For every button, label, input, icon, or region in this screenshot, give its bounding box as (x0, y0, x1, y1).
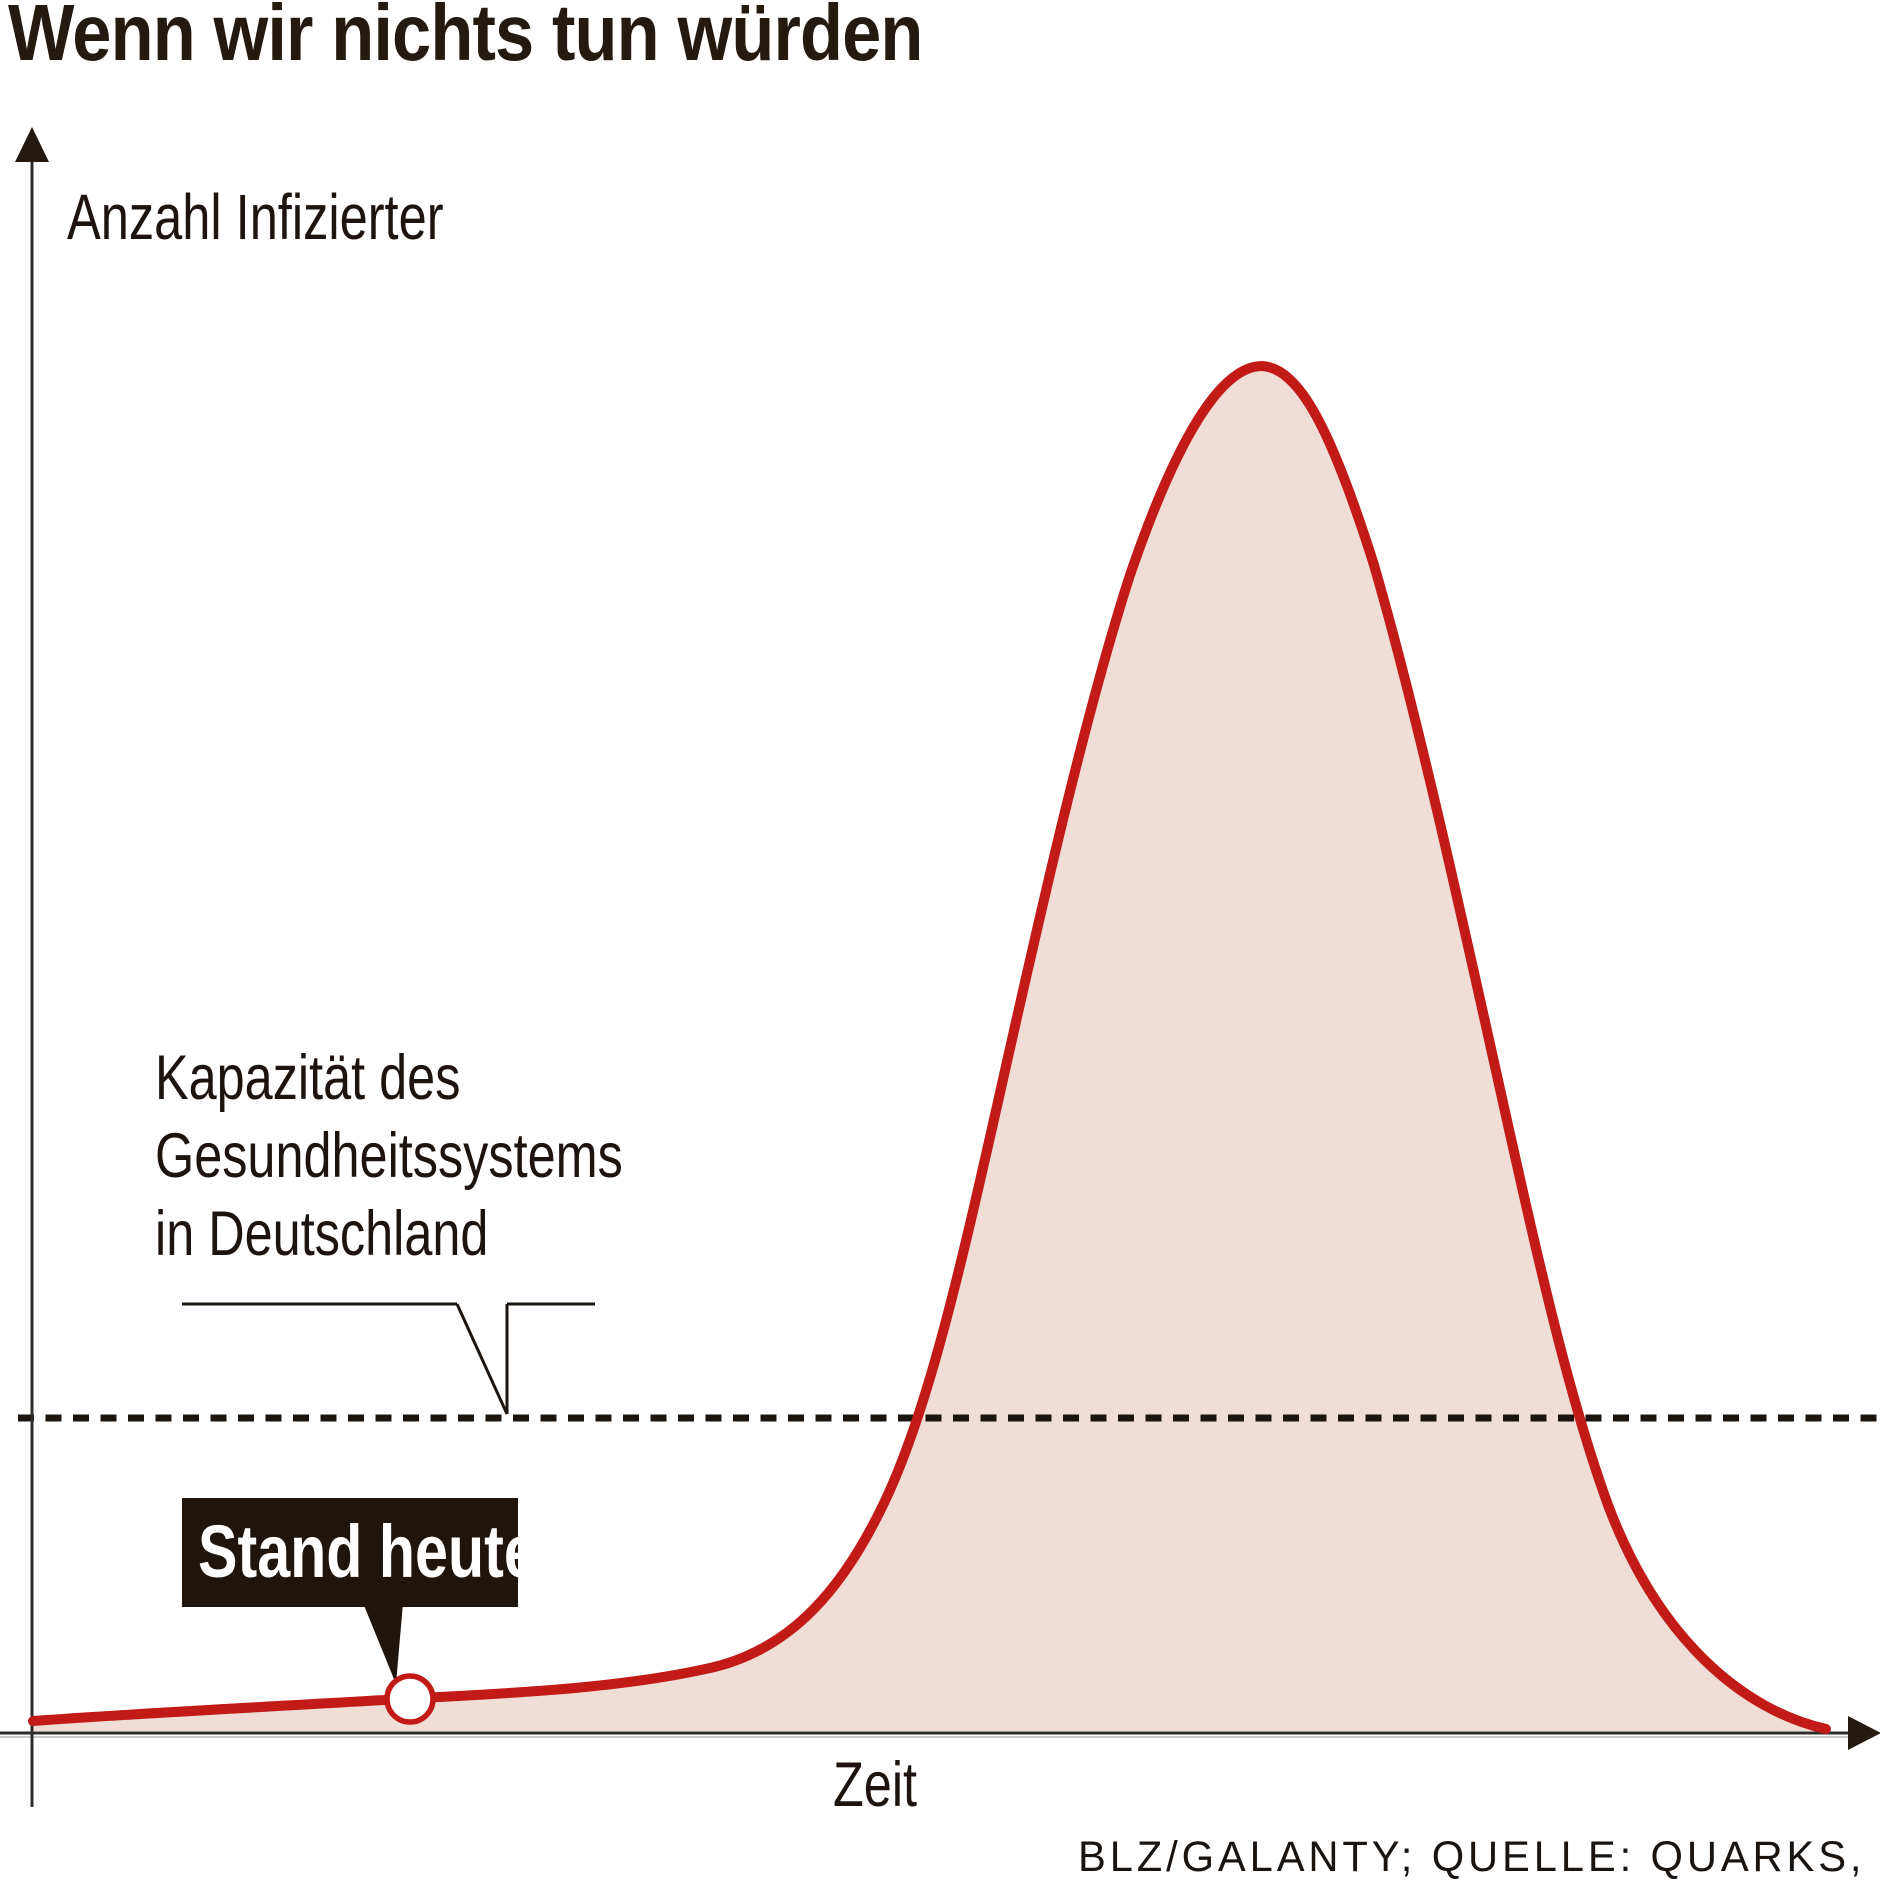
today-callout-label: Stand heute (198, 1510, 537, 1593)
source-credit: BLZ/GALANTY; QUELLE: QUARKS, WDR (1078, 1833, 1880, 1881)
capacity-label: Kapazität des Gesundheitssystems in Deut… (155, 1039, 740, 1273)
curve-area-fill (33, 366, 1826, 1731)
chart-title-text: Wenn wir nichts tun würden (8, 0, 923, 77)
y-axis-label: Anzahl Infizierter (67, 181, 444, 253)
chart-title: Wenn wir nichts tun würden (8, 0, 1047, 75)
capacity-leader-line (182, 1302, 595, 1415)
today-callout-box: Stand heute (182, 1498, 537, 1607)
today-callout-pointer (363, 1603, 403, 1684)
x-axis-arrowhead-icon (1848, 1716, 1880, 1750)
epidemic-curve-line (28, 360, 1831, 1734)
y-axis-arrowhead-icon (15, 127, 49, 162)
capacity-label-line3: in Deutschland (155, 1199, 489, 1269)
today-marker-circle (384, 1673, 436, 1725)
capacity-label-line1: Kapazität des (155, 1043, 461, 1113)
capacity-label-line2: Gesundheitssystems (155, 1121, 623, 1191)
x-axis-label: Zeit (833, 1750, 918, 1820)
